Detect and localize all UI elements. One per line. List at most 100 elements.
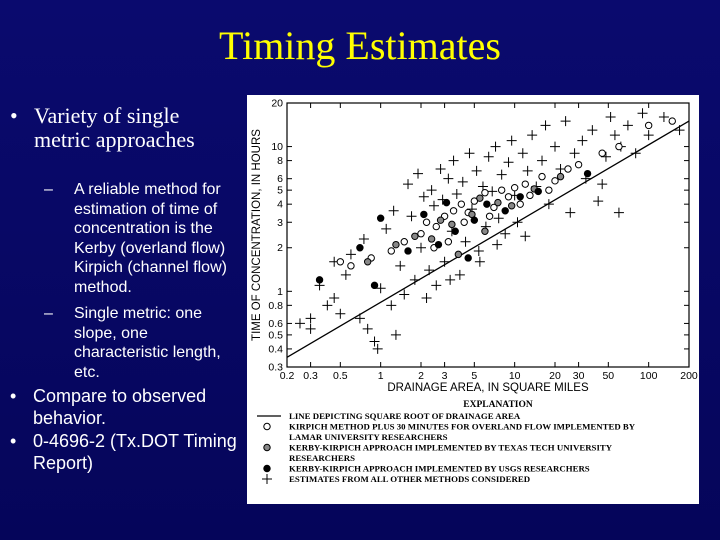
data-point-plus [506,135,517,146]
data-point-plus [445,274,456,285]
data-point-filled-circle [451,227,459,235]
data-point-plus [406,211,417,222]
data-point-plus [492,239,503,250]
data-point-plus [674,125,685,136]
data-point-filled-circle [583,169,592,178]
bullet-text: Compare to observed behavior. [33,386,207,428]
data-point-open-circle [444,238,453,246]
data-point-plus [381,223,392,234]
data-point-open-circle [497,186,506,194]
data-point-plus [358,233,369,244]
data-point-plus [597,179,608,190]
data-point-gray-circle [436,216,445,224]
x-tick-label: 1 [378,370,384,382]
data-point-plus [487,186,498,197]
legend-symbol-filled-circle [263,464,271,473]
data-point-plus [305,323,316,334]
data-point-plus [369,336,380,347]
data-point-gray-circle [494,198,502,207]
data-point-plus [439,256,450,267]
x-tick-label: 10 [509,370,521,382]
data-point-plus [605,112,616,123]
data-point-open-circle [457,200,466,208]
data-point-open-circle [551,177,559,185]
y-tick-label: 2 [277,242,283,254]
data-point-plus [527,130,538,141]
data-point-plus [335,308,346,319]
data-point-filled-circle [534,187,542,196]
bullet-symbol: • [10,431,17,451]
data-point-plus [375,283,386,294]
data-point-open-circle [538,172,546,181]
data-point-filled-circle [434,240,443,249]
x-tick-label: 0.2 [280,370,295,382]
data-point-filled-circle [516,193,524,201]
data-point-plus [520,231,531,242]
data-point-filled-circle [483,200,491,208]
data-point-plus [622,120,633,131]
data-point-open-circle [417,230,425,238]
data-point-plus [457,176,468,187]
y-tick-label: 5 [277,185,283,197]
data-point-plus [587,125,598,136]
data-point-gray-circle [392,240,400,249]
data-point-plus [443,173,454,184]
data-point-open-circle [481,189,489,197]
y-tick-label: 6 [277,173,283,185]
y-axis-label: TIME OF CONCENTRATION, IN HOURS [251,129,263,341]
data-point-open-circle [516,200,524,208]
y-tick-label: 10 [271,141,283,153]
data-point-plus [460,236,471,247]
data-point-plus [388,205,399,216]
data-point-open-circle [574,160,583,169]
dash-symbol: – [44,305,53,322]
data-point-filled-circle [370,281,379,290]
data-point-plus [413,168,424,179]
data-point-plus [643,130,654,141]
sqrt-area-line [286,120,690,358]
data-point-open-circle [598,149,606,157]
y-tick-label: 0.6 [268,318,283,330]
data-point-filled-circle [404,247,412,255]
y-tick-label: 0.4 [268,343,283,355]
data-point-open-circle [490,203,498,212]
sub-bullet-text: A reliable method for estimation of time… [74,181,227,296]
data-point-plus [512,217,523,228]
x-tick-label: 30 [573,370,585,382]
data-point-plus [637,108,648,119]
data-point-open-circle [504,193,513,201]
data-point-plus [565,207,576,218]
data-point-plus [503,157,514,168]
y-tick-label: 20 [271,98,283,110]
plot-frame [286,102,690,368]
data-point-plus [448,155,459,166]
data-point-plus [540,120,551,131]
data-point-filled-circle [470,216,479,224]
data-point-open-circle [485,212,494,220]
data-point-plus [490,141,501,152]
data-point-plus [421,292,432,303]
data-point-filled-circle [442,198,451,207]
data-point-open-circle [387,247,395,255]
data-point-plus [537,155,548,166]
legend-label: KIRPICH METHOD PLUS 30 MINUTES FOR OVERL… [289,422,636,443]
data-point-plus [593,196,604,207]
x-tick-label: 200 [680,370,698,382]
data-point-plus [424,265,435,276]
data-point-plus [409,274,420,285]
data-point-filled-circle [315,276,324,284]
data-point-open-circle [432,222,440,231]
y-tick-label: 0.3 [268,362,283,374]
data-point-plus [451,189,462,200]
slide-title: Timing Estimates [219,23,501,68]
x-tick-label: 100 [640,370,658,382]
dash-symbol: – [44,181,53,198]
data-point-gray-circle [411,232,419,240]
legend-label: ESTIMATES FROM ALL OTHER METHODS CONSIDE… [289,474,530,484]
x-tick-label: 5 [471,370,477,382]
legend-title: EXPLANATION [463,400,533,410]
data-point-plus [555,163,566,174]
data-point-plus [345,249,356,260]
data-point-open-circle [422,218,431,226]
